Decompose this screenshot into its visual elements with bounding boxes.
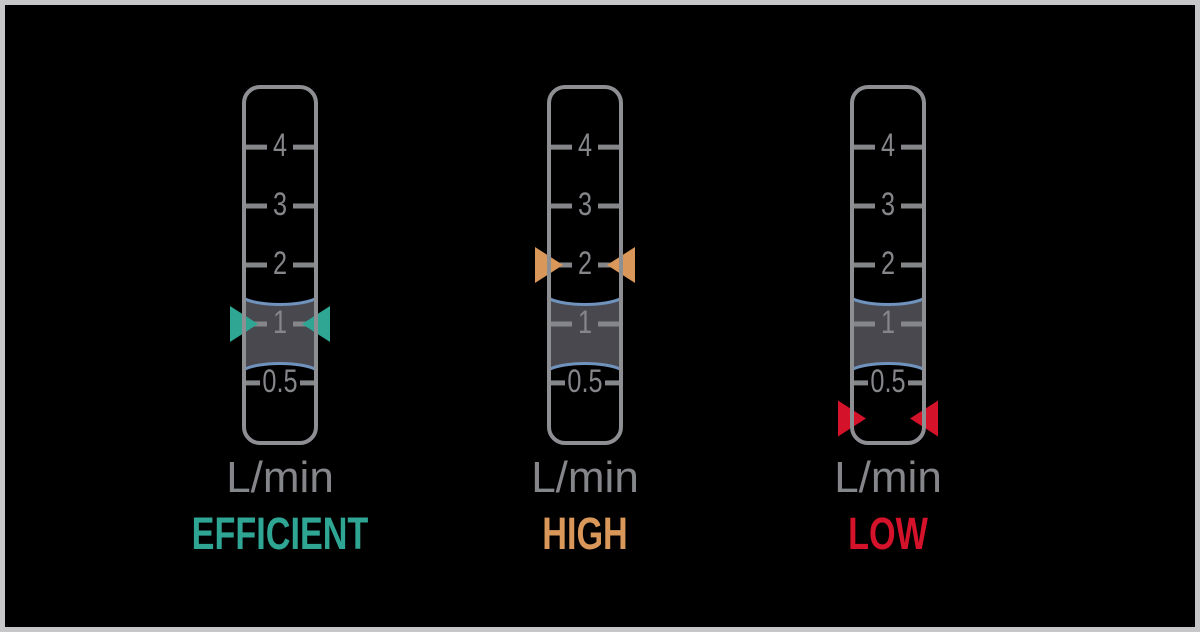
- svg-text:EFFICIENT: EFFICIENT: [192, 510, 369, 560]
- svg-text:4: 4: [881, 128, 895, 164]
- svg-text:2: 2: [273, 246, 287, 282]
- svg-text:0.5: 0.5: [870, 364, 905, 400]
- svg-text:2: 2: [881, 246, 895, 282]
- svg-text:L/min: L/min: [226, 453, 334, 502]
- svg-text:1: 1: [273, 305, 287, 341]
- svg-text:0.5: 0.5: [262, 364, 297, 400]
- svg-text:3: 3: [578, 187, 592, 223]
- svg-text:3: 3: [273, 187, 287, 223]
- svg-text:0.5: 0.5: [567, 364, 602, 400]
- svg-text:L/min: L/min: [531, 453, 639, 502]
- svg-text:L/min: L/min: [834, 453, 942, 502]
- svg-text:2: 2: [578, 246, 592, 282]
- svg-text:LOW: LOW: [848, 510, 928, 560]
- svg-text:4: 4: [578, 128, 592, 164]
- svg-text:1: 1: [578, 305, 592, 341]
- svg-text:HIGH: HIGH: [542, 510, 627, 560]
- svg-text:4: 4: [273, 128, 287, 164]
- svg-text:1: 1: [881, 305, 895, 341]
- svg-text:3: 3: [881, 187, 895, 223]
